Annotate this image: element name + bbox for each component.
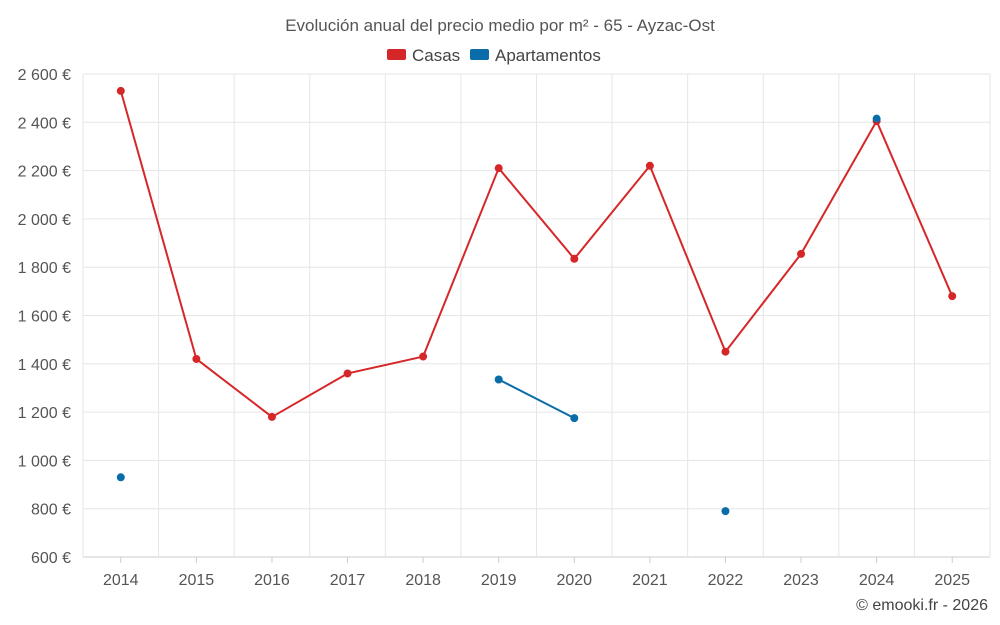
data-point[interactable] xyxy=(267,412,276,421)
series-line-segment xyxy=(497,167,576,260)
series-layer xyxy=(116,86,957,516)
credit-text: © emooki.fr - 2026 xyxy=(856,597,988,614)
data-point[interactable] xyxy=(116,86,125,95)
legend-label[interactable]: Casas xyxy=(412,46,460,65)
y-tick-label: 1 600 € xyxy=(18,309,71,326)
series-line-segment xyxy=(498,378,575,420)
data-point[interactable] xyxy=(343,369,352,378)
series-apartamentos xyxy=(116,114,881,516)
x-axis: 2014 2015 2016 2017 2018 2019 2020 2021 2022 2023… xyxy=(103,557,970,589)
series-line-segment xyxy=(875,120,954,297)
y-tick-label: 800 € xyxy=(31,502,71,519)
y-tick-label: 1 800 € xyxy=(18,260,71,277)
data-point[interactable] xyxy=(948,292,957,301)
series-line-segment xyxy=(573,165,651,260)
legend-swatch xyxy=(387,49,406,60)
series-line-segment xyxy=(195,358,273,418)
series-casas xyxy=(116,86,957,421)
y-tick-label: 1 400 € xyxy=(18,357,71,374)
chart-title: Evolución anual del precio medio por m² … xyxy=(285,16,715,35)
x-tick-label: 2025 xyxy=(934,572,970,589)
y-tick-label: 2 600 € xyxy=(18,67,71,84)
series-line-segment xyxy=(724,253,802,353)
x-tick-label: 2016 xyxy=(254,572,290,589)
series-line-segment xyxy=(119,90,198,360)
legend-label[interactable]: Apartamentos xyxy=(495,46,601,65)
x-tick-label: 2023 xyxy=(783,572,819,589)
y-tick-label: 2 400 € xyxy=(18,115,71,132)
data-point[interactable] xyxy=(419,352,428,361)
y-axis: 600 € 800 € 1 000 € 1 200 € 1 400 € 1 600 € 1 … xyxy=(18,67,71,567)
data-point[interactable] xyxy=(721,507,730,516)
x-tick-label: 2022 xyxy=(708,572,744,589)
series-line-segment xyxy=(800,120,878,255)
data-point[interactable] xyxy=(116,473,125,482)
data-point[interactable] xyxy=(494,375,503,384)
data-point[interactable] xyxy=(721,347,730,356)
data-point[interactable] xyxy=(494,164,503,173)
series-line-segment xyxy=(648,165,727,353)
grid xyxy=(82,73,991,558)
x-tick-label: 2021 xyxy=(632,572,668,589)
legend: Casas Apartamentos xyxy=(387,46,601,65)
data-point[interactable] xyxy=(645,161,654,170)
series-line-segment xyxy=(422,167,500,357)
y-tick-label: 2 200 € xyxy=(18,164,71,181)
x-tick-label: 2020 xyxy=(556,572,592,589)
data-point[interactable] xyxy=(570,414,579,423)
series-line-segment xyxy=(271,372,349,418)
x-tick-label: 2019 xyxy=(481,572,517,589)
y-tick-label: 1 000 € xyxy=(18,453,71,470)
data-point[interactable] xyxy=(192,354,201,363)
y-tick-label: 600 € xyxy=(31,550,71,567)
series-line-segment xyxy=(347,355,424,375)
data-point[interactable] xyxy=(872,114,881,123)
x-tick-label: 2017 xyxy=(330,572,366,589)
y-tick-label: 2 000 € xyxy=(18,212,71,229)
x-tick-label: 2015 xyxy=(179,572,215,589)
x-tick-label: 2014 xyxy=(103,572,139,589)
x-tick-label: 2018 xyxy=(405,572,441,589)
data-point[interactable] xyxy=(797,249,806,258)
x-tick-label: 2024 xyxy=(859,572,895,589)
data-point[interactable] xyxy=(570,254,579,263)
y-tick-label: 1 200 € xyxy=(18,405,71,422)
legend-swatch xyxy=(470,49,489,60)
